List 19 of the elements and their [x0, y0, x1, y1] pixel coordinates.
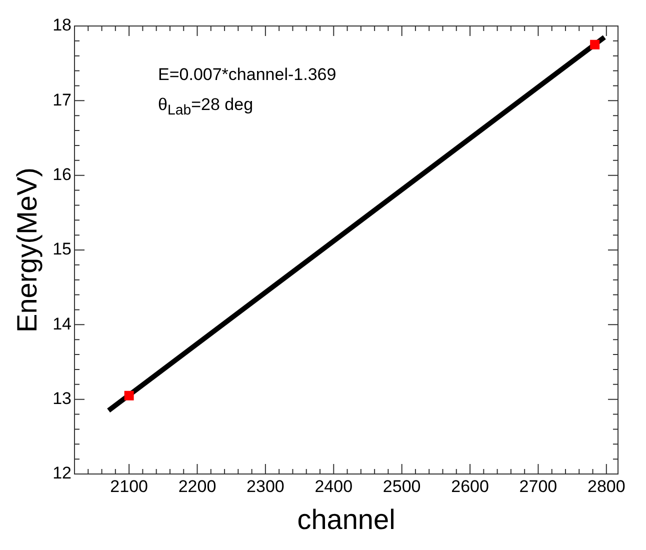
- x-tick-label: 2200: [178, 476, 216, 496]
- x-tick-label: 2800: [587, 476, 626, 496]
- y-tick-label: 14: [52, 314, 72, 334]
- y-tick-label: 17: [52, 90, 72, 110]
- y-tick-label: 18: [52, 16, 72, 35]
- annotation: θ$_{Lab}$=28 deg: [158, 94, 254, 120]
- y-tick-label: 13: [52, 389, 72, 408]
- x-tick-label: 2400: [314, 476, 353, 496]
- x-tick-label: 2700: [519, 476, 558, 496]
- y-axis-title: Energy(MeV): [12, 168, 43, 332]
- annotation: E=0.007*channel-1.369: [158, 64, 336, 86]
- x-tick-label: 2600: [451, 476, 489, 496]
- x-tick-label: 2300: [246, 476, 284, 496]
- x-tick-label: 2100: [110, 476, 148, 496]
- y-tick-label: 12: [52, 464, 72, 483]
- x-axis-title: channel: [297, 504, 396, 535]
- x-tick-label: 2500: [382, 476, 421, 496]
- y-tick-label: 16: [52, 165, 72, 184]
- y-tick-label: 15: [52, 240, 72, 259]
